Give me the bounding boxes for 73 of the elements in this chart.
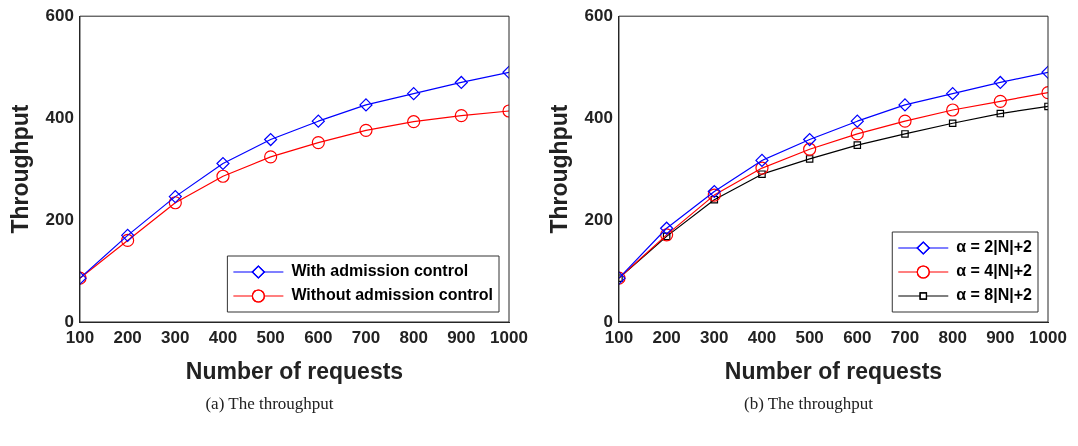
- text: (b) The throughput: [742, 394, 875, 414]
- point: [946, 87, 960, 101]
- point: [454, 108, 468, 123]
- x-tick-label: 1000: [490, 327, 528, 347]
- point: [311, 136, 325, 150]
- y-tick-label: 400: [45, 107, 74, 127]
- point: [805, 155, 814, 163]
- legend-label: Without admission control: [291, 286, 493, 304]
- point: [850, 127, 864, 141]
- point: [359, 98, 373, 112]
- point: [454, 75, 468, 90]
- y-tick-label: 600: [45, 5, 74, 25]
- point: [755, 153, 769, 168]
- point: [264, 150, 278, 164]
- y-tick-label: 200: [45, 209, 74, 229]
- point: [993, 75, 1007, 90]
- x-tick-label: 600: [843, 327, 872, 347]
- point: [264, 132, 278, 147]
- y-tick-label: 400: [584, 107, 613, 127]
- x-tick-label: 300: [700, 327, 729, 347]
- x-tick-label: 200: [113, 327, 142, 347]
- point: [216, 156, 230, 171]
- point: [803, 142, 817, 156]
- point: [121, 228, 135, 242]
- point: [901, 130, 909, 138]
- point: [803, 132, 817, 147]
- x-tick-label: 500: [795, 327, 824, 347]
- point: [168, 190, 182, 204]
- legend-label: α = 4|N|+2: [956, 262, 1033, 280]
- legend-label: α = 8|N|+2: [956, 286, 1033, 304]
- x-tick-label: 200: [652, 327, 681, 347]
- point: [660, 221, 674, 235]
- point: [359, 123, 373, 137]
- point: [707, 184, 721, 199]
- x-tick-label: 300: [161, 327, 190, 347]
- point: [946, 103, 960, 117]
- text: (a) The throughput: [204, 394, 335, 414]
- point: [853, 141, 862, 149]
- x-tick-label: 400: [747, 327, 777, 347]
- point: [121, 233, 135, 248]
- point: [948, 119, 957, 128]
- x-tick-label: 900: [447, 327, 476, 347]
- point: [216, 169, 230, 183]
- x-tick-label: 800: [399, 327, 428, 347]
- point: [993, 94, 1007, 108]
- point: [850, 114, 864, 128]
- legend-label: With admission control: [291, 262, 469, 280]
- point: [758, 170, 766, 178]
- point: [168, 196, 182, 210]
- x-tick-label: 500: [256, 327, 285, 347]
- legend-label: α = 2|N|+2: [956, 238, 1033, 256]
- x-tick-label: 700: [890, 327, 920, 347]
- point: [311, 114, 325, 128]
- x-axis-title: Number of requests: [185, 357, 404, 384]
- point: [996, 109, 1005, 118]
- x-tick-label: 900: [986, 327, 1015, 347]
- x-tick-label: 700: [351, 327, 381, 347]
- x-tick-label: 600: [304, 327, 333, 347]
- point: [407, 115, 421, 129]
- point: [898, 98, 912, 112]
- y-axis-title: Throughput: [546, 104, 573, 234]
- x-tick-label: 400: [208, 327, 238, 347]
- x-tick-label: 800: [938, 327, 967, 347]
- point: [707, 188, 721, 202]
- point: [660, 228, 674, 242]
- x-tick-label: 1000: [1029, 327, 1067, 347]
- x-axis-title: Number of requests: [724, 357, 943, 384]
- y-tick-label: 600: [584, 5, 613, 25]
- point: [755, 161, 769, 175]
- y-tick-label: 200: [584, 209, 613, 229]
- point: [898, 114, 912, 128]
- y-axis-title: Throughput: [7, 104, 34, 234]
- point: [407, 87, 421, 101]
